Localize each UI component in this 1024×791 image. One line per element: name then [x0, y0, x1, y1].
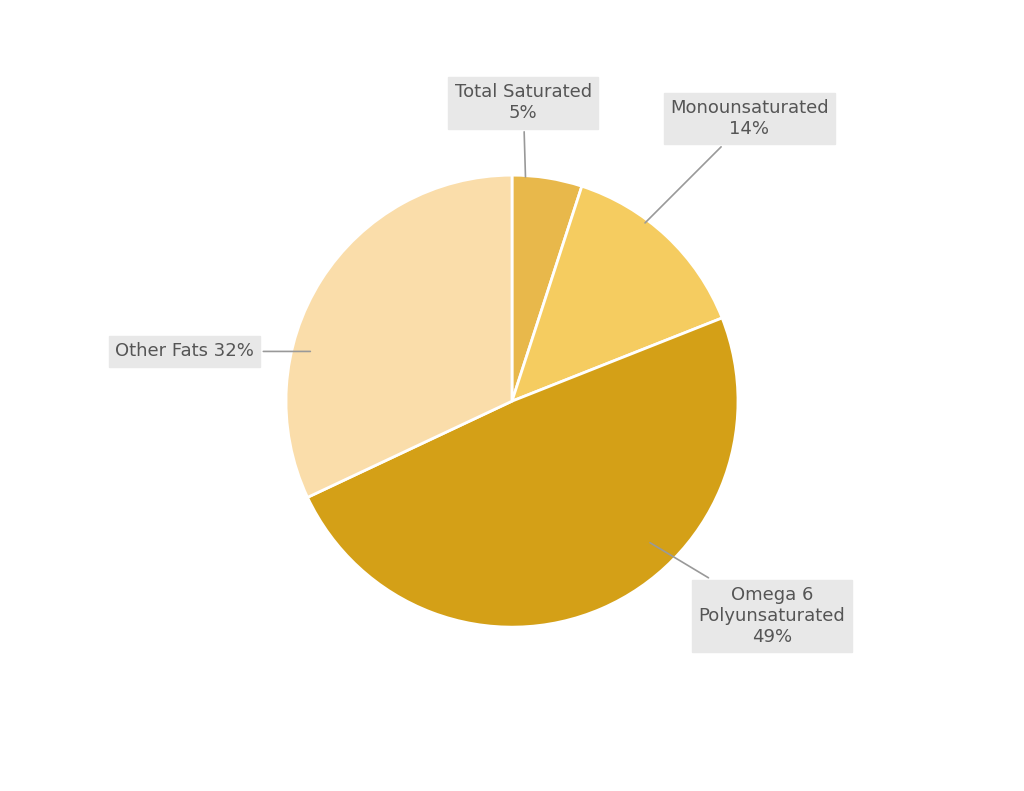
Wedge shape [512, 186, 722, 401]
Wedge shape [512, 175, 582, 401]
Wedge shape [307, 318, 738, 627]
Wedge shape [286, 175, 512, 498]
Text: Total Saturated
5%: Total Saturated 5% [455, 83, 592, 177]
Text: Omega 6
Polyunsaturated
49%: Omega 6 Polyunsaturated 49% [650, 543, 845, 645]
Text: Monounsaturated
14%: Monounsaturated 14% [645, 99, 828, 223]
Text: Other Fats 32%: Other Fats 32% [115, 343, 310, 361]
